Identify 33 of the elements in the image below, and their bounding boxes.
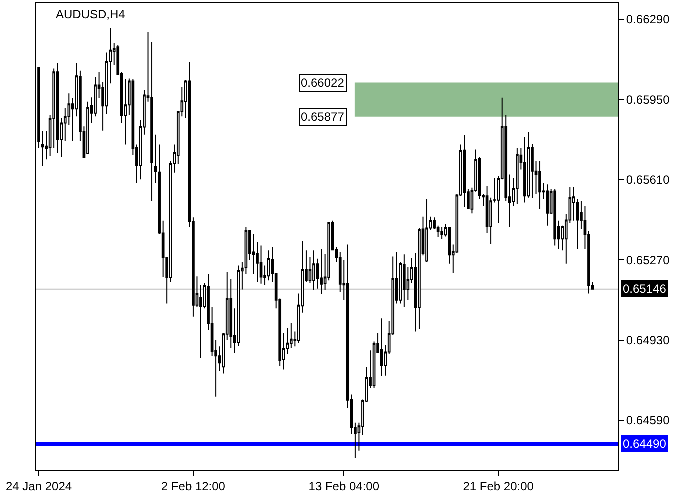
candlestick bbox=[524, 136, 526, 204]
candlestick bbox=[538, 161, 542, 210]
candlestick bbox=[546, 184, 549, 226]
candlestick bbox=[320, 248, 323, 296]
candlestick bbox=[554, 189, 557, 246]
y-tick-label: 0.64590 bbox=[626, 414, 670, 428]
x-tick-label: 24 Jan 2024 bbox=[6, 479, 72, 494]
y-tick-label: 0.65610 bbox=[626, 173, 670, 188]
ref-line-label: 0.65146 bbox=[623, 282, 667, 296]
y-tick-label: 0.65950 bbox=[626, 92, 670, 107]
x-tick-label: 13 Feb 04:00 bbox=[308, 479, 380, 494]
y-tick-label: 0.64930 bbox=[626, 333, 670, 348]
candlestick bbox=[312, 250, 316, 292]
x-tick-label: 21 Feb 20:00 bbox=[463, 479, 534, 494]
candlestick bbox=[260, 245, 263, 284]
ref-line-label: 0.64490 bbox=[623, 437, 667, 451]
candlestick bbox=[440, 227, 444, 240]
x-tick-label: 2 Feb 12:00 bbox=[161, 479, 226, 494]
candlestick bbox=[463, 135, 466, 208]
candlestick bbox=[380, 318, 384, 377]
candlestick bbox=[516, 148, 519, 205]
candlestick bbox=[41, 131, 44, 167]
candlestick bbox=[56, 62, 60, 154]
band-label: 0.66022 bbox=[301, 76, 345, 90]
candlestick bbox=[86, 101, 90, 154]
annotation: 0.65877 bbox=[301, 110, 345, 124]
candlestick bbox=[426, 198, 428, 263]
y-tick-label: 0.66290 bbox=[626, 12, 670, 27]
y-tick-label: 0.65270 bbox=[626, 253, 670, 268]
candlestick bbox=[402, 254, 406, 308]
chart-title: AUDUSD,H4 bbox=[56, 7, 126, 22]
candlestick bbox=[267, 250, 270, 282]
candlestick bbox=[38, 66, 40, 149]
